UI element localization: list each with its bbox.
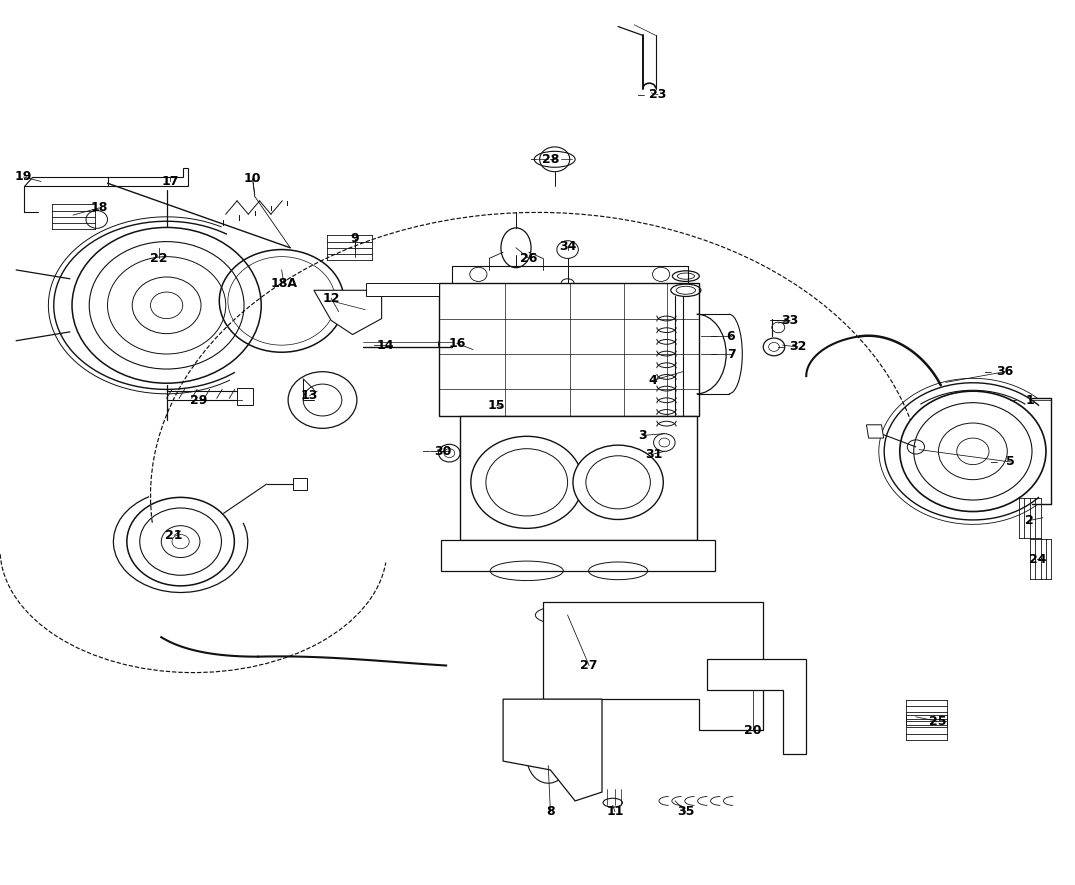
Text: 19: 19 (15, 171, 32, 183)
Text: 8: 8 (546, 805, 555, 818)
Text: 1: 1 (1026, 394, 1034, 406)
Text: 15: 15 (488, 399, 505, 412)
Text: 25: 25 (929, 715, 946, 727)
Text: 32: 32 (789, 341, 806, 353)
Text: —: — (712, 349, 718, 359)
Polygon shape (293, 478, 307, 490)
Text: —: — (531, 154, 538, 165)
Text: —: — (1010, 395, 1017, 405)
Text: 16: 16 (448, 337, 465, 350)
Polygon shape (366, 283, 439, 296)
Text: —: — (771, 315, 777, 326)
Polygon shape (503, 699, 602, 801)
Text: 11: 11 (606, 805, 624, 818)
Text: —: — (991, 457, 998, 467)
Text: 28: 28 (542, 153, 559, 165)
Text: —: — (639, 89, 645, 100)
Circle shape (471, 436, 583, 528)
Polygon shape (439, 283, 699, 416)
Text: 34: 34 (559, 240, 576, 252)
Text: 12: 12 (322, 292, 340, 304)
Text: 6: 6 (727, 330, 735, 342)
Text: 29: 29 (190, 394, 207, 406)
Polygon shape (236, 388, 253, 405)
Circle shape (573, 445, 663, 519)
Polygon shape (707, 659, 806, 754)
Polygon shape (24, 168, 188, 186)
Circle shape (900, 391, 1046, 512)
Text: —: — (424, 446, 430, 457)
Polygon shape (460, 416, 697, 540)
Text: 18A: 18A (270, 277, 298, 289)
Text: 14: 14 (376, 339, 393, 351)
Polygon shape (441, 540, 715, 571)
Circle shape (127, 497, 234, 586)
Circle shape (540, 147, 570, 172)
Text: 31: 31 (645, 448, 662, 460)
Text: 33: 33 (782, 314, 799, 327)
Text: 10: 10 (244, 173, 261, 185)
Polygon shape (866, 425, 884, 438)
Text: 22: 22 (151, 252, 168, 265)
Text: 21: 21 (166, 529, 183, 542)
Polygon shape (543, 602, 763, 730)
Text: 26: 26 (520, 252, 538, 265)
Text: 7: 7 (727, 348, 735, 360)
Text: 23: 23 (649, 88, 666, 101)
Text: —: — (712, 331, 718, 342)
Polygon shape (314, 290, 382, 335)
Text: —: — (778, 342, 785, 352)
Ellipse shape (501, 228, 531, 268)
Text: 24: 24 (1029, 553, 1046, 566)
Text: 13: 13 (301, 389, 318, 402)
Text: 36: 36 (997, 366, 1014, 378)
Text: 27: 27 (580, 659, 598, 672)
Text: 9: 9 (350, 233, 359, 245)
Text: 30: 30 (434, 445, 451, 458)
Text: 4: 4 (648, 374, 657, 387)
Text: 5: 5 (1006, 456, 1015, 468)
Text: —: — (986, 366, 992, 377)
Text: 20: 20 (744, 724, 761, 736)
Text: 17: 17 (161, 175, 178, 188)
Text: 3: 3 (639, 429, 647, 442)
Text: 35: 35 (677, 805, 694, 818)
Text: 18: 18 (90, 202, 108, 214)
Text: 2: 2 (1026, 514, 1034, 527)
